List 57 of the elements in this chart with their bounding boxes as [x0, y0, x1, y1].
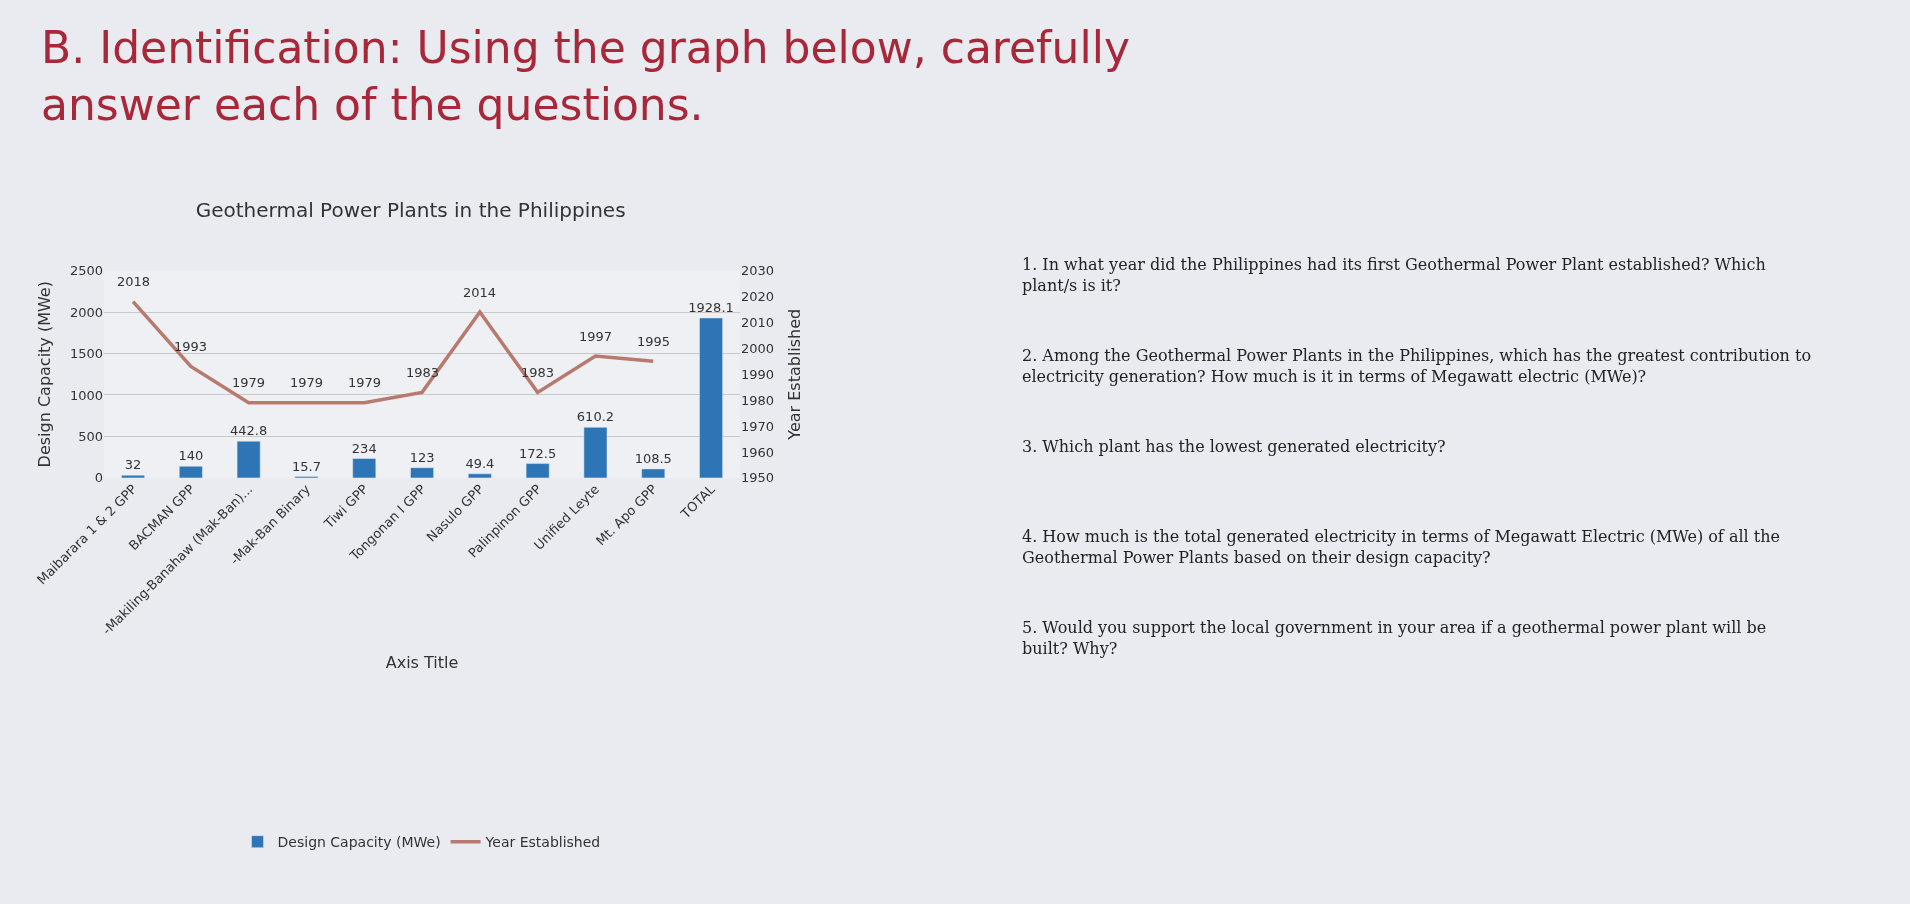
text: 4. How much is the total generated electricity in terms of Megawatt Electric (MWe) of all the Geothermal Power Plants based on their design capacity?	[1022, 527, 1780, 567]
data-label: 15.7	[291, 458, 321, 474]
bar	[352, 458, 377, 478]
y-tick-label: 2500	[70, 263, 104, 279]
bar	[468, 473, 492, 478]
text: 3. Which plant has the lowest generated electricity?	[1022, 437, 1446, 456]
data-label: 1979	[232, 375, 266, 390]
legend-label: Year Established	[484, 834, 601, 851]
data-label: 610.2	[576, 409, 615, 425]
bar	[179, 466, 203, 478]
data-label: 1997	[579, 329, 613, 344]
data-label: 123	[409, 449, 435, 465]
bar	[641, 468, 666, 478]
bar	[583, 427, 608, 478]
y-tick-label: 0	[94, 470, 104, 486]
data-label: 442.8	[230, 423, 268, 439]
data-label: 172.5	[519, 445, 557, 461]
text: B. Identification: Using the graph below, carefully answer each of the questions.	[41, 22, 1130, 131]
data-label: 1993	[174, 339, 208, 354]
y2-tick-label: 1970	[740, 418, 775, 434]
data-label: 2014	[463, 285, 497, 300]
data-label: 234	[351, 440, 377, 456]
y2-tick-label: 1990	[740, 366, 775, 382]
y2-tick-label: 2020	[740, 289, 775, 305]
text: 2. Among the Geothermal Power Plants in the Philippines, which has the greatest contribution to electricity generation? How much is it in terms of Megawatt electric (MWe)?	[1022, 346, 1812, 386]
y-tick-label: 1000	[70, 387, 104, 403]
y2-tick-label: 1980	[740, 392, 775, 408]
bar	[525, 463, 550, 478]
bar	[236, 440, 261, 478]
data-label: 32	[124, 457, 142, 473]
data-label: 1979	[348, 375, 382, 390]
y2-tick-label: 2030	[740, 263, 775, 279]
legend-label: Design Capacity (MWe)	[277, 834, 441, 851]
chart-title: Geothermal Power Plants in the Philippines	[195, 197, 626, 222]
bar	[121, 475, 145, 478]
data-label: 1928.1	[688, 300, 734, 315]
data-label: 1995	[637, 334, 671, 349]
text: 5. Would you support the local government in your area if a geothermal power plant will be built? Why?	[1022, 618, 1767, 658]
y2-tick-label: 1950	[740, 470, 775, 486]
y-tick-label: 500	[78, 429, 104, 444]
bar	[699, 317, 723, 478]
y2-axis-title: Year Established	[784, 308, 804, 441]
y2-tick-label: 2010	[740, 314, 775, 330]
data-label: 140	[178, 448, 204, 464]
x-tick-label: Tiwi GPP	[320, 481, 372, 532]
x-axis-title: Axis Title	[385, 653, 459, 673]
data-label: 1979	[290, 375, 324, 390]
y2-tick-label: 1960	[740, 444, 775, 460]
text: 1. In what year did the Philippines had its first Geothermal Power Plant established? Which plant/s is it?	[1022, 255, 1766, 295]
data-label: 2018	[117, 274, 151, 289]
y-tick-label: 1500	[70, 346, 104, 362]
y-axis-title: Design Capacity (MWe)	[34, 281, 54, 468]
data-label: 108.5	[634, 450, 672, 466]
y2-tick-label: 2000	[740, 340, 775, 356]
data-label: 49.4	[465, 455, 495, 471]
y-tick-label: 2000	[70, 304, 104, 320]
bar	[410, 467, 434, 478]
